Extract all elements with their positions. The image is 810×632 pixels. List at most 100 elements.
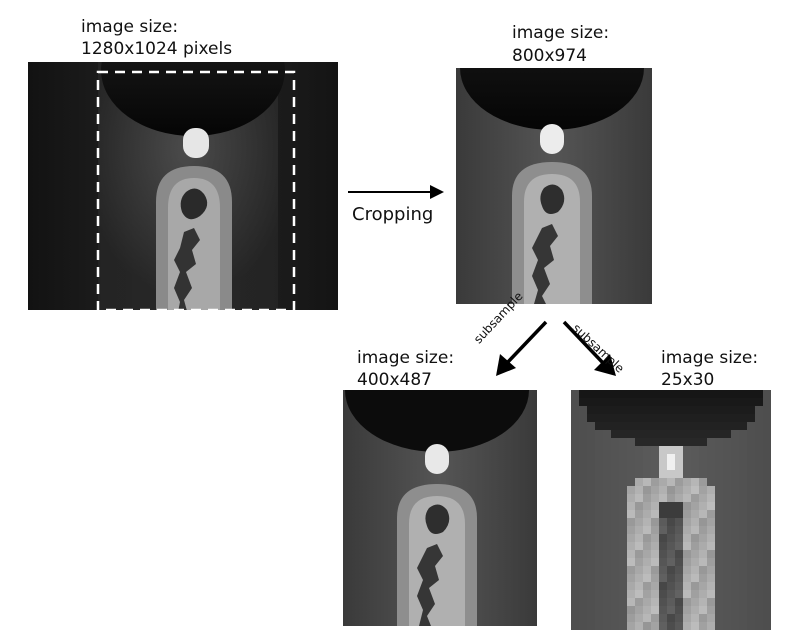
- pixel-cell: [755, 502, 763, 510]
- pixel-cell: [747, 470, 755, 478]
- pixel-cell: [747, 446, 755, 454]
- pixel-cell: [635, 414, 643, 422]
- pixel-cell: [611, 574, 619, 582]
- original-size-label-line1: image size:: [81, 17, 179, 37]
- pixel-cell: [579, 582, 587, 590]
- pixel-cell: [699, 398, 707, 406]
- pixel-cell: [707, 582, 715, 590]
- original-size-label-line2: 1280x1024 pixels: [81, 39, 233, 59]
- pixel-cell: [739, 414, 747, 422]
- pixel-cell: [731, 422, 739, 430]
- pixel-cell: [683, 614, 691, 622]
- pixel-cell: [683, 526, 691, 534]
- pixel-cell: [571, 550, 579, 558]
- pixel-cell: [723, 406, 731, 414]
- pixel-cell: [619, 470, 627, 478]
- pixel-cell: [659, 518, 667, 526]
- pixel-cell: [763, 462, 771, 470]
- pixel-cell: [707, 462, 715, 470]
- pixel-cell: [691, 510, 699, 518]
- pixel-cell: [731, 438, 739, 446]
- pixel-cell: [723, 430, 731, 438]
- pixel-cell: [715, 542, 723, 550]
- pixel-cell: [603, 598, 611, 606]
- pixel-cell: [683, 494, 691, 502]
- pixel-cell: [675, 590, 683, 598]
- pixel-cell: [659, 390, 667, 398]
- pixel-cell: [715, 534, 723, 542]
- pixel-cell: [683, 454, 691, 462]
- pixel-cell: [611, 502, 619, 510]
- pixel-cell: [747, 606, 755, 614]
- pixel-cell: [571, 390, 579, 398]
- pixel-cell: [715, 422, 723, 430]
- pixel-cell: [755, 406, 763, 414]
- pixel-cell: [715, 478, 723, 486]
- pixel-cell: [571, 446, 579, 454]
- pixel-cell: [587, 518, 595, 526]
- pixel-cell: [731, 398, 739, 406]
- pixel-cell: [651, 422, 659, 430]
- pixel-cell: [691, 462, 699, 470]
- pixel-cell: [627, 526, 635, 534]
- pixel-cell: [763, 470, 771, 478]
- pixel-cell: [683, 422, 691, 430]
- pixel-cell: [683, 470, 691, 478]
- pixel-cell: [739, 438, 747, 446]
- pixel-cell: [627, 406, 635, 414]
- pixel-cell: [723, 502, 731, 510]
- pixel-cell: [675, 542, 683, 550]
- pixel-cell: [627, 494, 635, 502]
- pixel-cell: [675, 454, 683, 462]
- pixel-cell: [635, 526, 643, 534]
- pixel-cell: [627, 486, 635, 494]
- pixel-cell: [739, 590, 747, 598]
- pixel-cell: [763, 558, 771, 566]
- pixel-cell: [707, 542, 715, 550]
- pixel-cell: [683, 478, 691, 486]
- pixel-cell: [643, 502, 651, 510]
- pixel-cell: [579, 590, 587, 598]
- pixel-cell: [739, 574, 747, 582]
- pixel-cell: [715, 398, 723, 406]
- pixel-cell: [571, 486, 579, 494]
- pixel-cell: [643, 574, 651, 582]
- pixel-cell: [747, 422, 755, 430]
- pixel-cell: [707, 422, 715, 430]
- pixel-cell: [603, 574, 611, 582]
- pixel-cell: [643, 438, 651, 446]
- pixel-cell: [667, 622, 675, 630]
- pixel-cell: [731, 534, 739, 542]
- pixel-cell: [611, 414, 619, 422]
- pixel-cell: [603, 526, 611, 534]
- pixel-cell: [723, 558, 731, 566]
- pixel-cell: [683, 582, 691, 590]
- pixel-cell: [715, 598, 723, 606]
- pixel-cell: [611, 430, 619, 438]
- pixel-cell: [747, 478, 755, 486]
- pixel-cell: [691, 590, 699, 598]
- pixel-cell: [611, 486, 619, 494]
- pixel-cell: [747, 454, 755, 462]
- pixel-cell: [763, 438, 771, 446]
- pixel-cell: [627, 558, 635, 566]
- pixel-cell: [579, 494, 587, 502]
- pixel-cell: [723, 390, 731, 398]
- pixel-cell: [571, 622, 579, 630]
- pixel-cell: [739, 598, 747, 606]
- pixel-cell: [603, 510, 611, 518]
- pixel-cell: [651, 542, 659, 550]
- pixel-cell: [691, 430, 699, 438]
- pixel-cell: [651, 550, 659, 558]
- pixel-cell: [611, 494, 619, 502]
- pixel-cell: [699, 430, 707, 438]
- pixel-cell: [651, 430, 659, 438]
- pixel-cell: [675, 502, 683, 510]
- pixel-cell: [715, 438, 723, 446]
- pixel-cell: [699, 550, 707, 558]
- pixel-cell: [747, 526, 755, 534]
- pixel-cell: [619, 494, 627, 502]
- pixel-cell: [675, 470, 683, 478]
- pixel-cell: [587, 462, 595, 470]
- cropped-size-label-line1: image size:: [512, 23, 610, 43]
